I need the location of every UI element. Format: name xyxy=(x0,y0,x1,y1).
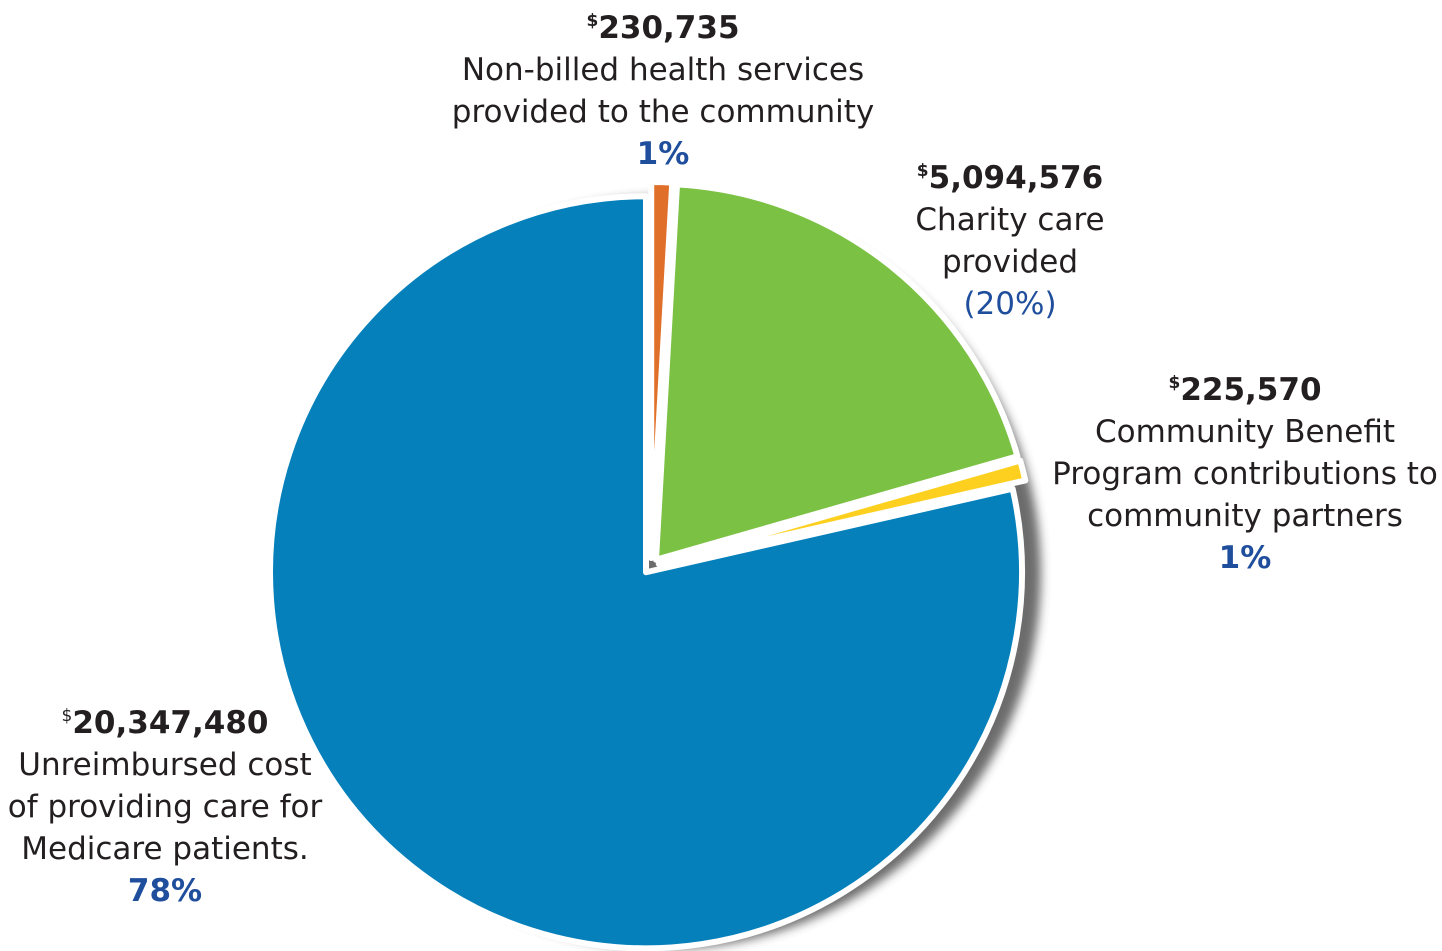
currency-symbol: $ xyxy=(1168,373,1181,393)
label-medicare-percent: 78% xyxy=(127,873,203,909)
label-nonbilled-line2: provided to the community xyxy=(451,94,875,130)
pie-slice-cbp xyxy=(655,457,1029,568)
label-charity-amount: $5,094,576 xyxy=(916,160,1104,196)
label-medicare-line2: of providing care for xyxy=(7,789,323,825)
pie-slice-charity xyxy=(652,181,1021,563)
label-cbp-line1: Community Benefit xyxy=(1094,414,1395,450)
label-nonbilled-percent: 1% xyxy=(636,136,690,172)
label-cbp-line3: community partners xyxy=(1087,498,1403,534)
label-charity: $5,094,576 Charity care provided (20%) xyxy=(880,150,1140,325)
label-charity-percent: (20%) xyxy=(963,286,1057,322)
label-nonbilled: $230,735 Non-billed health services prov… xyxy=(430,0,896,175)
label-medicare-amount: $20,347,480 xyxy=(61,705,269,741)
label-charity-line1: Charity care xyxy=(915,202,1105,238)
label-charity-line2: provided xyxy=(941,244,1079,280)
currency-symbol: $ xyxy=(916,161,929,181)
label-cbp: $225,570 Community Benefit Program contr… xyxy=(1052,362,1438,579)
label-medicare: $20,347,480 Unreimbursed cost of providi… xyxy=(0,695,330,912)
currency-symbol: $ xyxy=(61,706,73,726)
label-cbp-line2: Program contributions to xyxy=(1052,456,1438,492)
label-nonbilled-line1: Non-billed health services xyxy=(461,52,865,88)
label-nonbilled-amount: $230,735 xyxy=(586,10,740,46)
pie-slice-nonbilled xyxy=(648,179,676,562)
label-medicare-line3: Medicare patients. xyxy=(21,831,309,867)
label-cbp-percent: 1% xyxy=(1218,540,1272,576)
currency-symbol: $ xyxy=(586,11,599,31)
pie-slice-medicare xyxy=(267,193,1025,951)
label-cbp-amount: $225,570 xyxy=(1168,372,1322,408)
label-medicare-line1: Unreimbursed cost xyxy=(18,747,312,783)
